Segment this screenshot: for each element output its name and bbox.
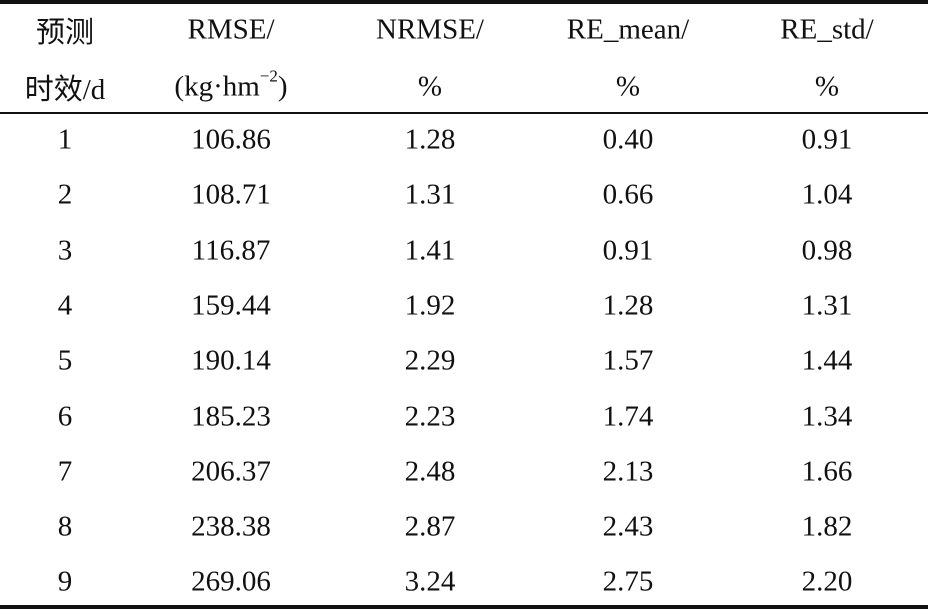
table-cell: 269.06 bbox=[191, 565, 271, 598]
table-cell: 108.71 bbox=[191, 178, 271, 211]
table-cell: 1.34 bbox=[801, 400, 853, 432]
table-cell: 1.74 bbox=[602, 400, 654, 432]
table-cell: 1.57 bbox=[602, 344, 654, 377]
top-rule bbox=[0, 0, 928, 4]
table-cell: 0.91 bbox=[801, 123, 853, 156]
header-unit: (kg·hm bbox=[174, 70, 260, 103]
header-bottom: (kg·hm−2) bbox=[174, 67, 288, 104]
table-cell: 6 bbox=[57, 400, 73, 432]
table-cell: 1.04 bbox=[801, 178, 853, 211]
header-bottom: % bbox=[417, 70, 443, 103]
header-top: RMSE/ bbox=[187, 13, 275, 46]
header-bottom: 时效/d bbox=[24, 74, 106, 106]
header-bottom: % bbox=[814, 70, 840, 103]
table-cell: 106.86 bbox=[191, 123, 271, 156]
header-unit-close: ) bbox=[277, 70, 288, 103]
table-cell: 2.13 bbox=[602, 455, 654, 488]
table-cell: 5 bbox=[57, 344, 73, 377]
header-top: 预测 bbox=[35, 17, 95, 49]
table-cell: 2.75 bbox=[602, 565, 654, 598]
table-cell: 185.23 bbox=[191, 400, 271, 432]
table-cell: 0.40 bbox=[602, 123, 654, 156]
table-cell: 2 bbox=[57, 178, 73, 211]
header-rule bbox=[0, 112, 928, 114]
table-cell: 3.24 bbox=[404, 565, 456, 598]
table-cell: 1.44 bbox=[801, 344, 853, 377]
table-cell: 1.31 bbox=[404, 178, 456, 211]
table-cell: 1.92 bbox=[404, 289, 456, 322]
table-cell: 0.66 bbox=[602, 178, 654, 211]
table-cell: 1.41 bbox=[404, 234, 456, 267]
table-cell: 3 bbox=[57, 234, 73, 267]
table-cell: 238.38 bbox=[191, 510, 271, 543]
table-cell: 1 bbox=[57, 123, 73, 156]
table-cell: 2.43 bbox=[602, 510, 654, 543]
table-cell: 159.44 bbox=[191, 289, 271, 322]
table-cell: 116.87 bbox=[191, 234, 271, 267]
header-bottom: % bbox=[615, 70, 641, 103]
table-cell: 4 bbox=[57, 289, 73, 322]
header-top: RE_mean/ bbox=[566, 13, 690, 46]
table-cell: 0.91 bbox=[602, 234, 654, 267]
table-cell: 1.28 bbox=[602, 289, 654, 322]
header-unit-exponent: −2 bbox=[259, 66, 278, 86]
table-cell: 2.29 bbox=[404, 344, 456, 377]
table-cell: 7 bbox=[57, 455, 73, 488]
table-cell: 1.28 bbox=[404, 123, 456, 156]
header-top: NRMSE/ bbox=[376, 13, 484, 46]
bottom-rule bbox=[0, 605, 928, 609]
table-cell: 1.31 bbox=[801, 289, 853, 322]
table-cell: 2.48 bbox=[404, 455, 456, 488]
table-cell: 2.20 bbox=[801, 565, 853, 598]
table-cell: 2.87 bbox=[404, 510, 456, 543]
table-cell: 1.66 bbox=[801, 455, 853, 488]
table-cell: 206.37 bbox=[191, 455, 271, 488]
table-cell: 190.14 bbox=[191, 344, 271, 377]
header-top: RE_std/ bbox=[780, 13, 874, 46]
table-cell: 0.98 bbox=[801, 234, 853, 267]
table-cell: 2.23 bbox=[404, 400, 456, 432]
table-cell: 1.82 bbox=[801, 510, 853, 543]
table-cell: 8 bbox=[57, 510, 73, 543]
table-cell: 9 bbox=[57, 565, 73, 598]
